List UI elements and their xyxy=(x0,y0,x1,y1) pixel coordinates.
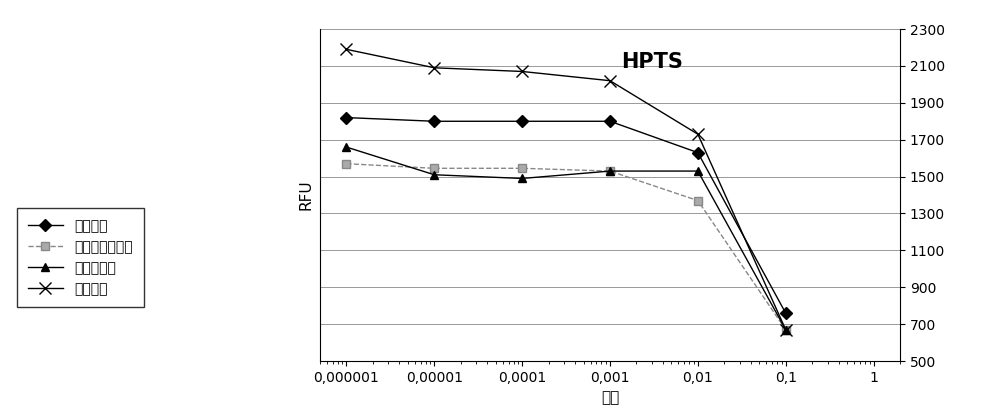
金黄色葡萄球菌 xyxy=(692,198,704,203)
大肠杆菌 xyxy=(340,115,352,120)
阴性对照 xyxy=(692,132,704,137)
白色念珠菌 xyxy=(340,144,352,149)
X-axis label: 稀释: 稀释 xyxy=(601,391,619,405)
Y-axis label: RFU: RFU xyxy=(298,180,313,210)
白色念珠菌 xyxy=(516,176,528,181)
Line: 金黄色葡萄球菌: 金黄色葡萄球菌 xyxy=(342,159,790,334)
大肠杆菌 xyxy=(780,310,792,315)
阴性对照 xyxy=(340,47,352,52)
大肠杆菌 xyxy=(604,119,616,124)
金黄色葡萄球菌 xyxy=(780,327,792,332)
Line: 阴性对照: 阴性对照 xyxy=(341,44,791,335)
大肠杆菌 xyxy=(516,119,528,124)
金黄色葡萄球菌 xyxy=(428,166,440,171)
大肠杆菌 xyxy=(428,119,440,124)
大肠杆菌 xyxy=(692,150,704,155)
Line: 白色念珠菌: 白色念珠菌 xyxy=(342,143,790,334)
Line: 大肠杆菌: 大肠杆菌 xyxy=(342,113,790,317)
阴性对照 xyxy=(780,327,792,332)
阴性对照 xyxy=(516,69,528,74)
金黄色葡萄球菌 xyxy=(516,166,528,171)
白色念珠菌 xyxy=(604,168,616,173)
Text: HPTS: HPTS xyxy=(622,52,683,72)
金黄色葡萄球菌 xyxy=(604,168,616,173)
Legend: 大肠杆菌, 金黄色葡萄球菌, 白色念珠菌, 阴性对照: 大肠杆菌, 金黄色葡萄球菌, 白色念珠菌, 阴性对照 xyxy=(17,208,144,307)
白色念珠菌 xyxy=(692,168,704,173)
阴性对照 xyxy=(428,65,440,70)
阴性对照 xyxy=(604,78,616,83)
白色念珠菌 xyxy=(428,172,440,177)
金黄色葡萄球菌 xyxy=(340,161,352,166)
白色念珠菌 xyxy=(780,327,792,332)
